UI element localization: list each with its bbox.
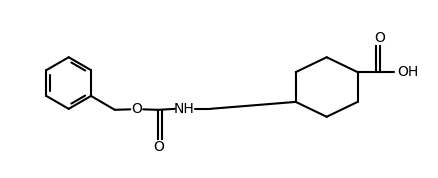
- Text: NH: NH: [174, 102, 194, 116]
- Text: O: O: [374, 31, 385, 45]
- Text: O: O: [153, 140, 164, 154]
- Text: O: O: [131, 102, 142, 116]
- Text: OH: OH: [397, 65, 419, 79]
